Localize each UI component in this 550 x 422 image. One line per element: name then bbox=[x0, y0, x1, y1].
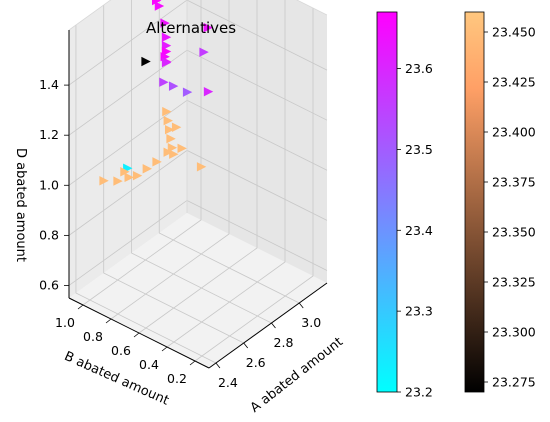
scatter-point bbox=[142, 164, 153, 174]
z-tick-label: 0.8 bbox=[39, 227, 59, 242]
x-tick-mark bbox=[271, 322, 276, 329]
colorbar-cool-tick-label: 23.5 bbox=[405, 142, 433, 157]
scatter-point bbox=[159, 77, 169, 87]
y-tick-mark bbox=[189, 360, 196, 366]
y-grid-line bbox=[194, 8, 314, 362]
scatter-point bbox=[167, 143, 178, 153]
x-tick-label: 3.0 bbox=[301, 315, 321, 330]
x-tick-label: 2.8 bbox=[274, 335, 294, 350]
scatter-point bbox=[199, 47, 209, 57]
x-tick-mark bbox=[215, 362, 221, 369]
top-edge bbox=[68, 0, 328, 31]
y-tick-mark bbox=[105, 318, 112, 324]
colorbar-copper-tick-label: 23.425 bbox=[492, 75, 536, 90]
scatter-point bbox=[161, 40, 172, 51]
y-tick-mark bbox=[77, 304, 84, 310]
x-grid-line bbox=[75, 25, 217, 364]
scatter-point bbox=[124, 172, 134, 183]
x-grid-line bbox=[103, 5, 244, 344]
scatter-point bbox=[99, 176, 109, 186]
colorbar-copper-tick-label: 23.400 bbox=[492, 125, 536, 140]
scatter-point bbox=[161, 57, 172, 68]
scatter-point bbox=[163, 115, 173, 126]
colorbar-cool-ticks: 23.2 23.3 23.4 23.5 23.6 bbox=[397, 61, 433, 400]
scatter-point bbox=[168, 81, 179, 91]
y-tick-label: 0.4 bbox=[139, 357, 159, 372]
back-pane-left bbox=[69, 0, 187, 298]
colorbar-copper-tick-label: 23.275 bbox=[492, 375, 536, 390]
x-axis-label: A abated amount bbox=[248, 335, 346, 416]
scatter-point bbox=[163, 147, 173, 157]
y-tick-label: 0.6 bbox=[111, 343, 131, 358]
x-tick-label: 2.4 bbox=[218, 375, 238, 390]
chart-title: Alternatives bbox=[146, 19, 236, 37]
colorbar-cool-tick-label: 23.3 bbox=[405, 304, 433, 319]
x-grid-line bbox=[158, 0, 300, 304]
scatter-point bbox=[160, 18, 170, 28]
y-tick-label: 0.2 bbox=[167, 371, 187, 386]
scatter-point bbox=[177, 143, 187, 154]
x-tick-mark bbox=[243, 342, 249, 349]
scatter-point bbox=[161, 46, 172, 57]
z-tick-label: 1.2 bbox=[39, 127, 59, 142]
x-axis-line bbox=[208, 282, 328, 369]
z-tick-label: 0.6 bbox=[39, 277, 59, 292]
z-tick-label: 1.0 bbox=[39, 177, 59, 192]
scatter-point bbox=[182, 87, 193, 97]
y-tick-mark bbox=[161, 346, 168, 352]
scatter-point bbox=[132, 170, 143, 181]
colorbar-cool-tick-label: 23.2 bbox=[405, 385, 433, 400]
colorbar-cool bbox=[376, 11, 398, 393]
y-grid-line bbox=[82, 0, 202, 306]
scatter-point bbox=[161, 32, 172, 42]
scatter-point bbox=[141, 56, 151, 67]
colorbar-copper-tick-label: 23.450 bbox=[492, 25, 536, 40]
y-grid-line bbox=[138, 0, 258, 334]
scatter-point bbox=[120, 167, 130, 177]
colorbar-copper-tick-label: 23.300 bbox=[492, 325, 536, 340]
z-axis-label-left: D abated amount bbox=[13, 148, 28, 262]
colorbar-cool-tick-label: 23.6 bbox=[405, 61, 433, 76]
scatter-point bbox=[152, 157, 162, 167]
scatter-point bbox=[166, 134, 176, 144]
x-grid-line bbox=[131, 0, 272, 324]
colorbar-copper-tick-label: 23.325 bbox=[492, 275, 536, 290]
scatter-point bbox=[171, 122, 182, 132]
scatter-point bbox=[162, 106, 172, 117]
scatter-point bbox=[113, 176, 123, 186]
scatter-point bbox=[154, 1, 165, 11]
y-tick-label: 0.8 bbox=[83, 329, 103, 344]
scatter-point bbox=[203, 22, 213, 33]
y-tick-label: 1.0 bbox=[55, 315, 75, 330]
y-grid-line bbox=[110, 0, 230, 320]
scatter-point bbox=[164, 124, 175, 135]
scatter-points bbox=[99, 0, 214, 186]
colorbar-copper-tick-label: 23.375 bbox=[492, 175, 536, 190]
colorbar-copper-tick-label: 23.350 bbox=[492, 225, 536, 240]
y-tick-mark bbox=[133, 332, 140, 338]
x-tick-label: 2.6 bbox=[246, 355, 266, 370]
x-tick-mark bbox=[298, 302, 304, 309]
scatter-point bbox=[196, 162, 207, 172]
axes-panes bbox=[69, 0, 327, 368]
scatter-point bbox=[203, 86, 214, 97]
z-tick-label: 1.4 bbox=[39, 77, 59, 92]
colorbar-copper bbox=[464, 11, 485, 393]
axes-ticks: 2.4 2.6 2.8 3.0 1.0 0.8 0.6 0.4 0.2 0.6 0.8 1.0 1.2 1… bbox=[39, 77, 321, 390]
colorbar-cool-tick-label: 23.4 bbox=[405, 223, 433, 238]
colorbar-copper-ticks: 23.275 23.300 23.325 23.350 23.375 23.400 23.4… bbox=[484, 25, 536, 390]
y-grid-line bbox=[166, 0, 286, 348]
